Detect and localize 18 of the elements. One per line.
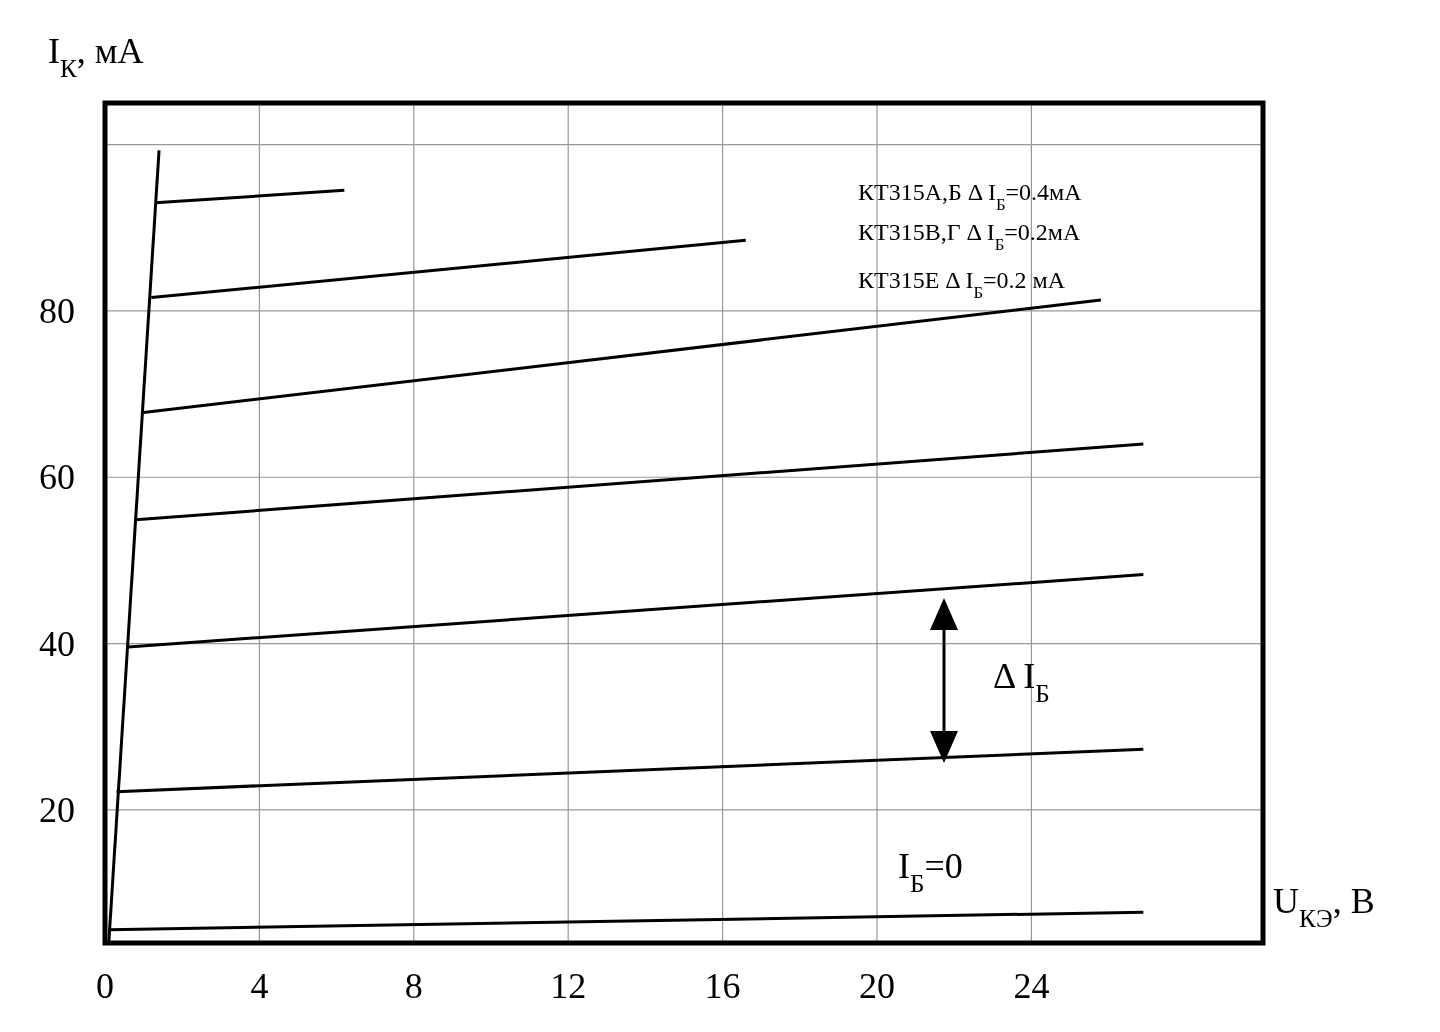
y-tick-label: 20 bbox=[39, 789, 75, 830]
x-tick-label: 16 bbox=[704, 966, 741, 1006]
x-tick-label: 8 bbox=[404, 966, 423, 1006]
x-tick-label: 24 bbox=[1013, 966, 1050, 1006]
annotation: КТ315Е Δ I$_{Б}$=0.2 мА bbox=[858, 267, 1066, 302]
x-axis-title: U$_{КЭ}$, В bbox=[1273, 881, 1375, 932]
y-tick-label: 60 bbox=[39, 457, 75, 498]
annotation: I$_{Б}$=0 bbox=[898, 846, 963, 897]
y-tick-label: 40 bbox=[39, 623, 75, 664]
y-axis-title: I$_{К}$, мА bbox=[48, 31, 144, 82]
x-tick-label: 4 bbox=[250, 966, 269, 1006]
x-tick-label: 0 bbox=[96, 966, 114, 1006]
annotation: КТ315А,Б Δ I$_{Б}$=0.4мА bbox=[858, 179, 1083, 214]
annotation: Δ I$_{Б}$ bbox=[993, 656, 1050, 707]
y-tick-label: 80 bbox=[39, 290, 75, 331]
annotation: КТ315В,Г Δ I$_{Б}$=0.2мА bbox=[858, 219, 1082, 254]
x-tick-label: 12 bbox=[550, 966, 587, 1006]
x-tick-label: 20 bbox=[859, 966, 895, 1006]
